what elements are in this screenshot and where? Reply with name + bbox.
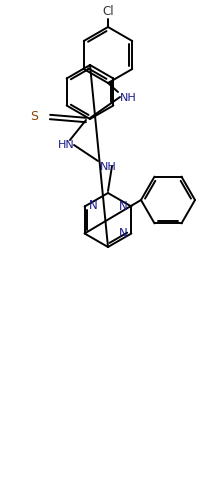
Text: N: N xyxy=(89,199,97,212)
Text: Cl: Cl xyxy=(102,5,114,18)
Text: NH: NH xyxy=(120,93,137,103)
Text: N: N xyxy=(119,227,127,240)
Text: N: N xyxy=(119,200,127,213)
Text: NH: NH xyxy=(100,162,117,172)
Text: HN: HN xyxy=(58,140,75,150)
Text: S: S xyxy=(30,111,38,123)
